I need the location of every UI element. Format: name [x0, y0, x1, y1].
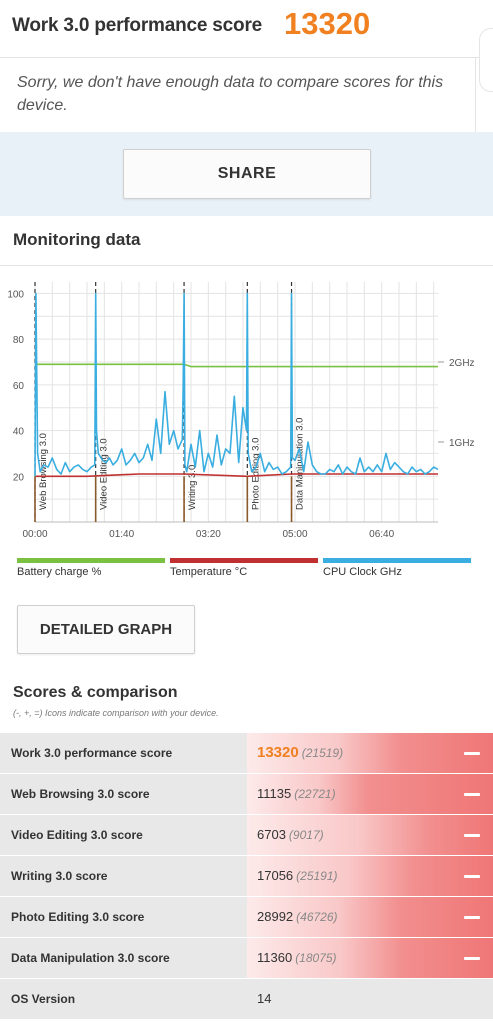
series-line: [34, 292, 439, 477]
x-tick-label: 05:00: [282, 529, 307, 540]
reference-score: (21519): [301, 746, 344, 760]
y-tick-label: 100: [7, 289, 24, 300]
scores-title: Scores & comparison: [13, 684, 178, 701]
monitoring-chart: 100 80 60 40 20 00:00 01:40 03:20 05:00 06:40 2GHz…: [0, 266, 493, 586]
score-row-value: 17056 (25191): [247, 856, 493, 896]
score-row: Work 3.0 performance score 13320 (21519): [0, 733, 493, 774]
score-value-text: 6703: [257, 827, 286, 842]
y2-tick-label: 2GHz: [449, 358, 475, 369]
section-marker-label: Writing 3.0: [187, 465, 198, 510]
score-row-value: 11135 (22721): [247, 774, 493, 814]
score-row-label: Work 3.0 performance score: [0, 733, 247, 773]
minus-icon[interactable]: [464, 752, 480, 755]
y-tick-label: 80: [13, 335, 25, 346]
y-tick-label: 40: [13, 427, 25, 438]
share-section: SHARE: [0, 132, 493, 216]
x-tick-label: 03:20: [196, 529, 221, 540]
legend-swatch: [323, 558, 471, 563]
notice-text: Sorry, we don't have enough data to comp…: [17, 74, 444, 114]
score-row-label: OS Version: [0, 979, 247, 1019]
score-row-label: Photo Editing 3.0 score: [0, 897, 247, 937]
score-value: 13320: [284, 6, 371, 41]
reference-score: (22721): [294, 787, 336, 801]
legend-swatch: [17, 558, 165, 563]
y-tick-label: 60: [13, 381, 25, 392]
scores-table: Work 3.0 performance score 13320 (21519) We…: [0, 733, 493, 1020]
score-row-value: 11360 (18075): [247, 938, 493, 978]
score-row-label: Writing 3.0 score: [0, 856, 247, 896]
score-value-text: 28992: [257, 909, 294, 924]
legend-label: Battery charge %: [17, 566, 102, 578]
reference-score: (9017): [288, 828, 324, 842]
legend-item: Battery charge %: [17, 558, 165, 580]
share-button[interactable]: SHARE: [123, 149, 371, 199]
legend-label: CPU Clock GHz: [323, 566, 402, 578]
reference-score: (46726): [296, 910, 338, 924]
reference-score: (25191): [296, 869, 338, 883]
section-marker-label: Data Manipulation 3.0: [295, 418, 306, 510]
section-marker-label: Photo Editing 3.0: [250, 438, 261, 510]
y2-tick-label: 1GHz: [449, 438, 475, 449]
score-row: OS Version 14: [0, 979, 493, 1020]
minus-icon[interactable]: [464, 793, 480, 796]
reference-score: (18075): [295, 951, 337, 965]
side-drawer-handle[interactable]: [479, 28, 493, 92]
score-value-text: 17056: [257, 868, 294, 883]
series-line: [35, 473, 438, 478]
score-row: Web Browsing 3.0 score 11135 (22721): [0, 774, 493, 815]
monitoring-chart-svg: 100 80 60 40 20 00:00 01:40 03:20 05:00 06:40 2GHz…: [7, 282, 475, 540]
y-tick-label: 20: [13, 472, 25, 483]
score-row-value: 13320 (21519): [247, 733, 493, 773]
score-value-text: 13320: [257, 744, 299, 761]
scores-note: (-, +, =) Icons indicate comparison with…: [13, 708, 219, 718]
score-value-text: 11135: [257, 786, 292, 801]
score-row-label: Video Editing 3.0 score: [0, 815, 247, 855]
section-marker-label: Web Browsing 3.0: [38, 433, 49, 510]
score-header: Work 3.0 performance score 13320: [0, 0, 493, 58]
score-row: Photo Editing 3.0 score 28992 (46726): [0, 897, 493, 938]
score-title: Work 3.0 performance score: [12, 15, 263, 36]
detailed-graph-button[interactable]: DETAILED GRAPH: [17, 605, 195, 654]
x-tick-label: 00:00: [22, 529, 47, 540]
score-row: Video Editing 3.0 score 6703 (9017): [0, 815, 493, 856]
minus-icon[interactable]: [464, 916, 480, 919]
x-tick-label: 06:40: [369, 529, 394, 540]
score-value-text: 14: [257, 991, 272, 1006]
score-row: Data Manipulation 3.0 score 11360 (18075): [0, 938, 493, 979]
score-row-value: 28992 (46726): [247, 897, 493, 937]
series-line: [35, 363, 438, 368]
legend-swatch: [170, 558, 318, 563]
legend-item: CPU Clock GHz: [323, 558, 471, 580]
score-row-value: 6703 (9017): [247, 815, 493, 855]
monitoring-header: Monitoring data: [0, 216, 493, 266]
score-row-value: 14: [247, 979, 493, 1019]
x-tick-label: 01:40: [109, 529, 134, 540]
monitoring-title: Monitoring data: [13, 230, 141, 249]
legend-item: Temperature °C: [170, 558, 318, 580]
minus-icon[interactable]: [464, 875, 480, 878]
minus-icon[interactable]: [464, 834, 480, 837]
score-value-text: 11360: [257, 950, 293, 965]
score-row-label: Data Manipulation 3.0 score: [0, 938, 247, 978]
notice-panel: Sorry, we don't have enough data to comp…: [0, 58, 476, 132]
legend-label: Temperature °C: [170, 566, 248, 578]
minus-icon[interactable]: [464, 957, 480, 960]
score-row: Writing 3.0 score 17056 (25191): [0, 856, 493, 897]
score-row-label: Web Browsing 3.0 score: [0, 774, 247, 814]
section-marker-label: Video Editing 3.0: [99, 438, 110, 510]
